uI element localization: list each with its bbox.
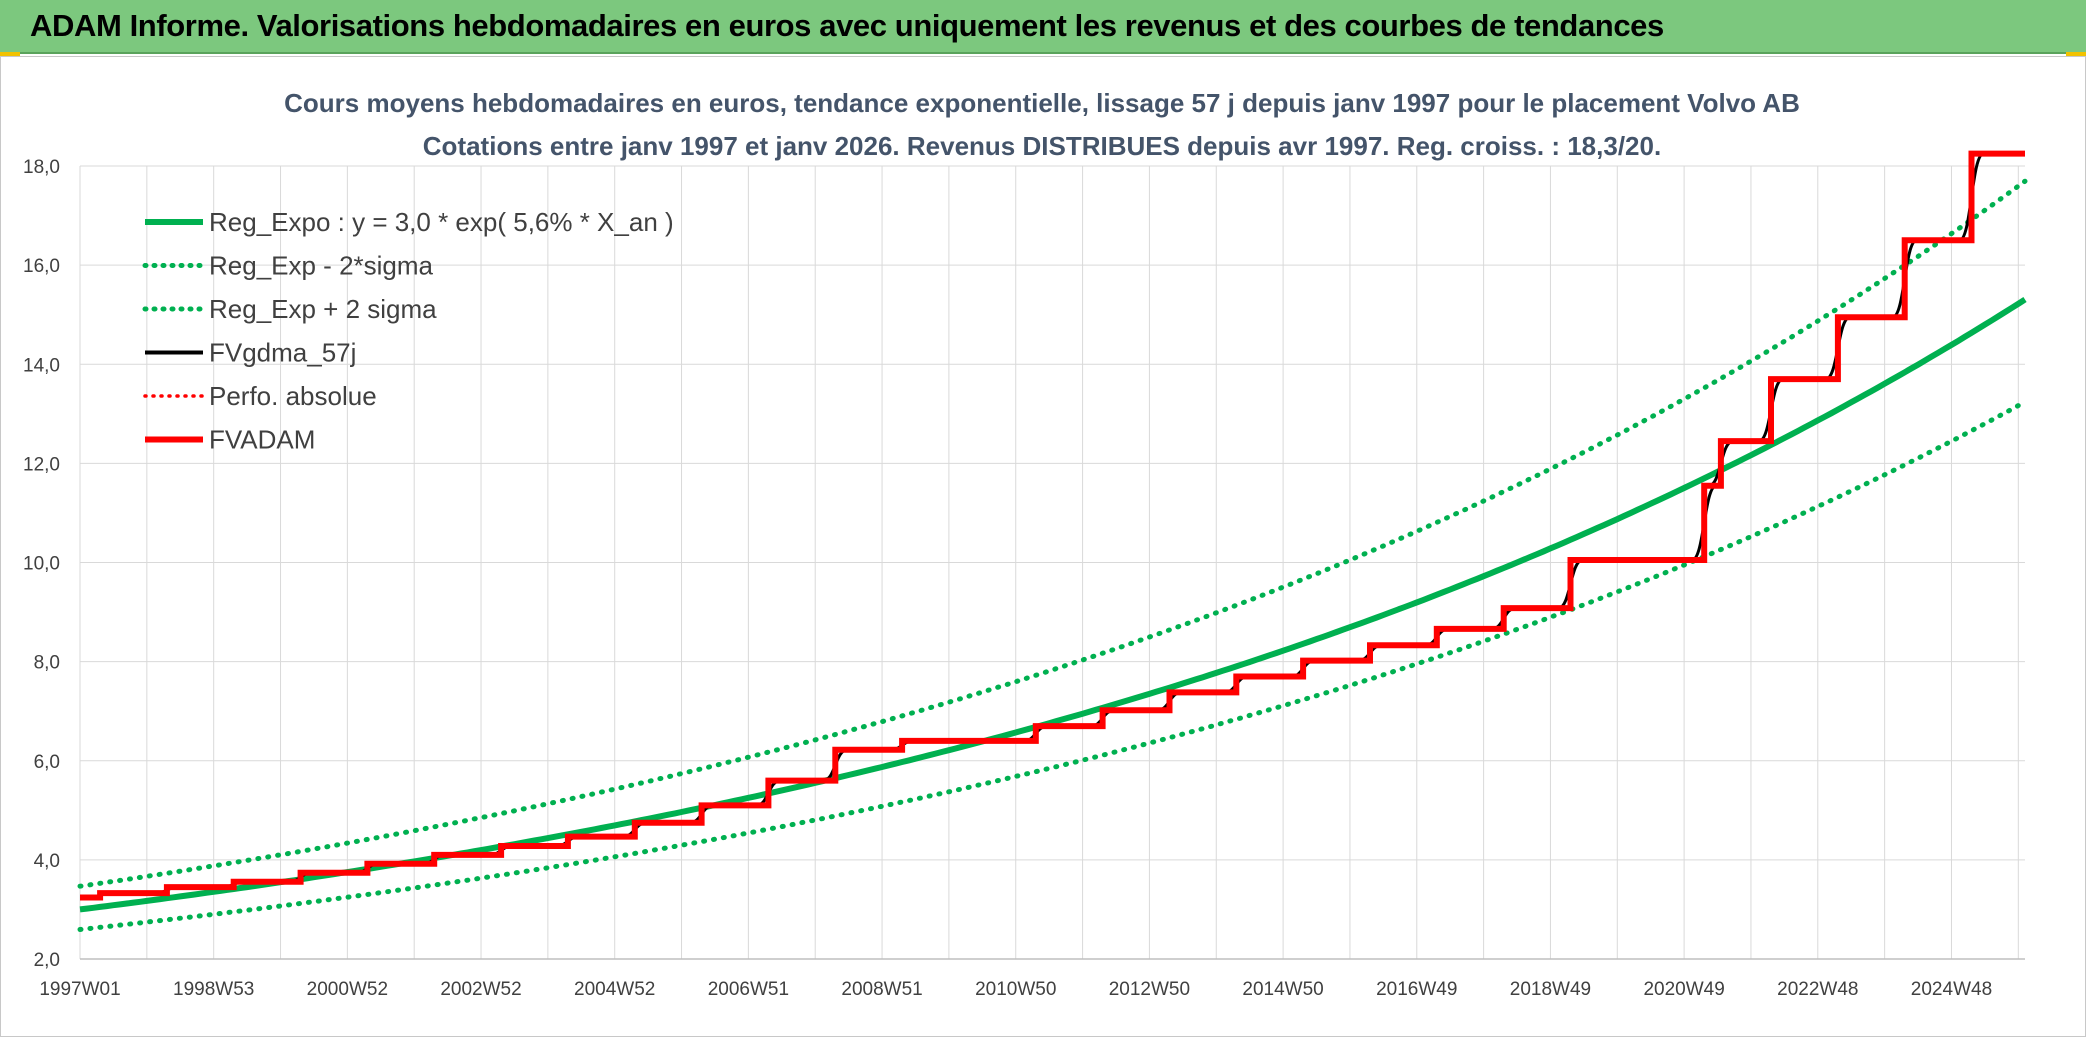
series-reg-exp-plus-2sigma: [77, 178, 2028, 889]
x-tick-label: 2006W51: [708, 979, 789, 1000]
grid-lines: [79, 165, 2025, 960]
report-header: ADAM Informe. Valorisations hebdomadaire…: [0, 0, 2086, 54]
series-reg-exp-minus-2sigma: [77, 399, 2028, 932]
y-tick-label: 12,0: [23, 454, 60, 475]
x-tick-label: 2018W49: [1510, 979, 1591, 1000]
x-tick-label: 2004W52: [574, 979, 655, 1000]
legend-label: FVADAM: [209, 425, 315, 455]
legend-label: Reg_Exp + 2 sigma: [209, 294, 437, 324]
legend-label: Perfo. absolue: [209, 381, 377, 411]
x-tick-label: 2022W48: [1777, 979, 1858, 1000]
x-tick-label: 2020W49: [1643, 979, 1724, 1000]
x-tick-label: 1997W01: [39, 979, 120, 1000]
report-title: ADAM Informe. Valorisations hebdomadaire…: [30, 8, 1664, 43]
y-tick-label: 2,0: [34, 950, 60, 971]
x-tick-label: 2002W52: [440, 979, 521, 1000]
y-tick-label: 14,0: [23, 355, 60, 376]
x-tick-label: 2024W48: [1911, 979, 1992, 1000]
legend-label: Reg_Expo : y = 3,0 * exp( 5,6% * X_an ): [209, 207, 674, 237]
legend: Reg_Expo : y = 3,0 * exp( 5,6% * X_an ) R…: [142, 207, 674, 455]
y-tick-label: 10,0: [23, 554, 60, 575]
chart-subtitle: Cotations entre janv 1997 et janv 2026. …: [423, 131, 1661, 161]
chart-title: Cours moyens hebdomadaires en euros, ten…: [284, 88, 1800, 118]
series-fvadam: [80, 150, 2025, 901]
x-tick-label: 1998W53: [173, 979, 254, 1000]
y-tick-label: 18,0: [23, 157, 60, 178]
x-tick-label: 2010W50: [975, 979, 1056, 1000]
x-tick-label: 2014W50: [1242, 979, 1323, 1000]
x-tick-label: 2000W52: [307, 979, 388, 1000]
x-tick-label: 2012W50: [1109, 979, 1190, 1000]
axes: 2,0 4,0 6,0 8,0 10,0 12,0 14,0 16,0 18,0 1997W01 1…: [23, 157, 2025, 1000]
legend-label: FVgdma_57j: [209, 338, 356, 368]
y-tick-label: 6,0: [34, 752, 60, 773]
y-tick-label: 4,0: [34, 851, 60, 872]
x-tick-label: 2016W49: [1376, 979, 1457, 1000]
y-tick-label: 16,0: [23, 256, 60, 277]
y-tick-label: 8,0: [34, 653, 60, 674]
series-group: [77, 150, 2028, 932]
legend-label: Reg_Exp - 2*sigma: [209, 251, 434, 281]
x-tick-label: 2008W51: [841, 979, 922, 1000]
